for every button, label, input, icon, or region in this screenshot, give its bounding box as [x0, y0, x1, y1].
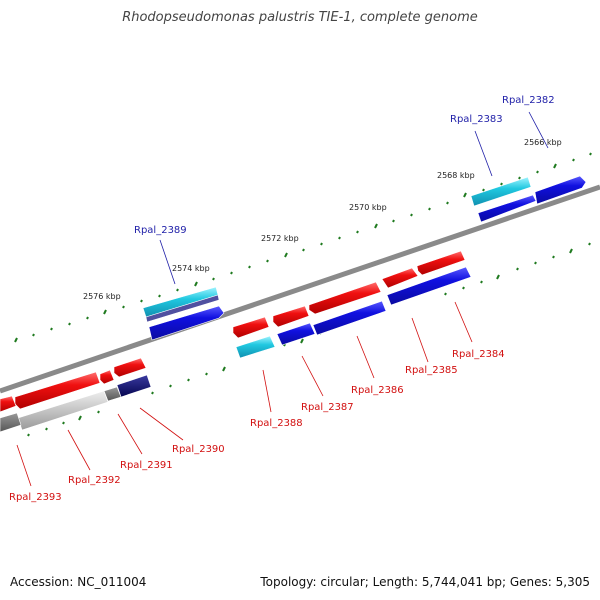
gene-red-2390a[interactable]: [113, 357, 147, 378]
gene-red-2393a[interactable]: [0, 395, 17, 413]
accession-text: Accession: NC_011004: [10, 575, 147, 589]
gene-rpal-2387[interactable]: [272, 305, 310, 328]
gene-label-rpal-2385: Rpal_2385: [405, 365, 458, 376]
gene-label-rpal-2391: Rpal_2391: [120, 460, 173, 471]
gene-rpal-2386[interactable]: [308, 281, 382, 315]
gene-label-rpal-2392: Rpal_2392: [68, 475, 121, 486]
gene-blue-2386b[interactable]: [312, 300, 387, 336]
gene-label-rpal-2390: Rpal_2390: [172, 444, 225, 455]
gene-label-rpal-2382: Rpal_2382: [502, 95, 555, 106]
gene-rpal-2388-red[interactable]: [232, 316, 270, 339]
gene-label-rpal-2389: Rpal_2389: [134, 225, 187, 236]
gene-red-2391a[interactable]: [99, 369, 115, 385]
gene-rpal-2393[interactable]: [0, 412, 22, 433]
gene-label-rpal-2393: Rpal_2393: [9, 492, 62, 503]
gene-label-rpal-2384: Rpal_2384: [452, 349, 505, 360]
map-title: Rhodopseudomonas palustris TIE-1, comple…: [122, 10, 478, 25]
gene-label-rpal-2383: Rpal_2383: [450, 114, 503, 125]
gene-rpal-2384[interactable]: [416, 250, 466, 276]
gene-rpal-2390[interactable]: [116, 374, 152, 398]
label-leaders-reverse: [16, 301, 473, 487]
gene-rpal-2385[interactable]: [381, 267, 419, 289]
gene-blue-2387b[interactable]: [276, 322, 316, 346]
gene-rpal-2382[interactable]: [534, 175, 587, 205]
tick-label-2576: 2576 kbp: [83, 292, 121, 301]
gene-dark-2389b: [145, 294, 220, 323]
tick-label-2566: 2566 kbp: [524, 138, 562, 147]
outer-tick-ring: [14, 152, 592, 343]
tick-label-2570: 2570 kbp: [349, 203, 387, 212]
gene-rpal-2388[interactable]: [235, 335, 276, 359]
gene-rpal-2383[interactable]: [470, 176, 532, 207]
gene-label-rpal-2386: Rpal_2386: [351, 385, 404, 396]
gene-blue-2389c[interactable]: [148, 305, 225, 341]
forward-genes: [142, 175, 587, 341]
reverse-genes: [0, 250, 472, 433]
gene-blue-2383b[interactable]: [477, 194, 537, 223]
tick-label-2574: 2574 kbp: [172, 264, 210, 273]
tick-label-2572: 2572 kbp: [261, 234, 299, 243]
label-leaders-forward: [159, 111, 549, 285]
genome-summary-text: Topology: circular; Length: 5,744,041 bp…: [260, 575, 590, 589]
genome-backbone: [0, 184, 600, 394]
tick-label-2568: 2568 kbp: [437, 171, 475, 180]
gene-rpal-2392[interactable]: [17, 390, 109, 431]
gene-label-rpal-2388: Rpal_2388: [250, 418, 303, 429]
gene-blue-2384b[interactable]: [386, 266, 472, 306]
gene-label-rpal-2387: Rpal_2387: [301, 402, 354, 413]
